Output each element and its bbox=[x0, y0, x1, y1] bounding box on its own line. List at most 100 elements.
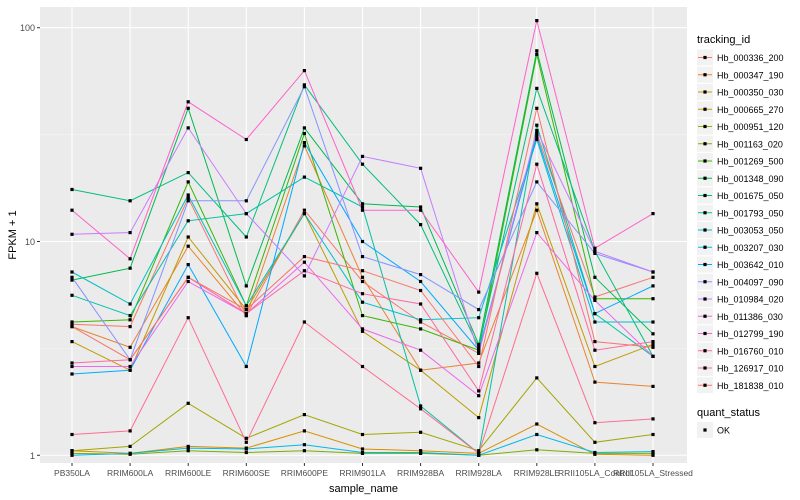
y-axis: 1 10 100 bbox=[20, 23, 40, 461]
point-14-0 bbox=[70, 232, 74, 236]
point-18-9 bbox=[593, 421, 597, 425]
point-3-2 bbox=[186, 235, 190, 239]
point-14-1 bbox=[128, 231, 132, 235]
point-15-8 bbox=[535, 231, 539, 235]
point-1-8 bbox=[535, 208, 539, 212]
x-axis-title: sample_name bbox=[329, 483, 398, 495]
point-1-2 bbox=[186, 244, 190, 248]
point-6-4 bbox=[302, 131, 306, 136]
point-9-6 bbox=[419, 404, 423, 408]
legend-key-point-4 bbox=[703, 124, 707, 129]
x-tick-label-5: RRIM901LA bbox=[339, 468, 386, 478]
point-13-8 bbox=[535, 180, 539, 184]
point-11-8 bbox=[535, 432, 539, 437]
legend2-title: quant_status bbox=[697, 407, 760, 419]
point-13-2 bbox=[186, 199, 190, 203]
point-10-1 bbox=[128, 302, 132, 306]
point-19-9 bbox=[593, 340, 597, 344]
point-18-1 bbox=[128, 429, 132, 433]
point-18-4 bbox=[302, 320, 306, 324]
point-8-3 bbox=[244, 235, 248, 239]
point-14-5 bbox=[360, 154, 365, 158]
point-18-3 bbox=[244, 440, 248, 444]
legend-key-point-11 bbox=[703, 245, 707, 249]
legend2-label-0: OK bbox=[717, 426, 730, 436]
point-12-6 bbox=[419, 279, 423, 284]
legend-key-point-13 bbox=[703, 280, 707, 284]
point-10-3 bbox=[244, 304, 248, 308]
point-9-1 bbox=[128, 314, 132, 318]
point-3-10 bbox=[651, 342, 655, 346]
legend-key-point-14 bbox=[703, 297, 707, 301]
point-16-4 bbox=[302, 69, 306, 73]
point-13-3 bbox=[244, 199, 248, 203]
point-1-10 bbox=[651, 384, 655, 388]
point-10-4 bbox=[302, 212, 306, 216]
point-4-3 bbox=[244, 436, 248, 440]
legend-title: tracking_id bbox=[697, 34, 750, 46]
legend-key-point-19 bbox=[703, 383, 707, 387]
legend-key-point-5 bbox=[703, 142, 707, 146]
point-12-3 bbox=[244, 364, 248, 369]
legend-label-9: Hb_001793_050 bbox=[717, 208, 784, 218]
point-17-7 bbox=[477, 389, 481, 393]
legend-label-15: Hb_011386_030 bbox=[717, 312, 783, 322]
legend-key-point-0 bbox=[703, 55, 707, 60]
point-9-5 bbox=[360, 205, 365, 209]
x-tick-label-6: RRIM928BA bbox=[397, 468, 445, 478]
point-13-0 bbox=[70, 275, 74, 279]
y-axis-title: FPKM + 1 bbox=[7, 210, 19, 259]
legend-label-8: Hb_001675_050 bbox=[717, 191, 784, 201]
point-2-2 bbox=[186, 444, 190, 448]
point-15-6 bbox=[419, 348, 423, 352]
point-13-9 bbox=[593, 251, 597, 255]
point-14-4 bbox=[302, 274, 306, 278]
x-tick-label-10: RRII105LA_Stressed bbox=[613, 468, 693, 478]
point-12-8 bbox=[535, 134, 539, 138]
point-12-0 bbox=[70, 372, 74, 376]
point-8-8 bbox=[535, 86, 539, 90]
point-18-10 bbox=[651, 417, 655, 421]
point-0-4 bbox=[302, 208, 306, 212]
legend2-items: OK bbox=[697, 422, 730, 438]
point-17-0 bbox=[70, 361, 74, 365]
point-0-0 bbox=[70, 322, 74, 326]
legend-label-4: Hb_000951_120 bbox=[717, 122, 784, 132]
point-3-0 bbox=[70, 340, 74, 344]
point-4-4 bbox=[302, 413, 306, 417]
point-14-3 bbox=[244, 212, 248, 216]
point-19-10 bbox=[651, 345, 655, 349]
point-18-0 bbox=[70, 432, 74, 437]
point-15-0 bbox=[70, 364, 74, 369]
point-16-2 bbox=[186, 100, 190, 104]
point-10-8 bbox=[535, 137, 539, 142]
legend-key-point-16 bbox=[703, 331, 707, 336]
point-1-4 bbox=[302, 144, 306, 148]
legend-label-12: Hb_003642_010 bbox=[717, 260, 784, 270]
point-11-5 bbox=[360, 450, 365, 455]
point-12-10 bbox=[651, 284, 655, 288]
point-11-6 bbox=[419, 450, 423, 455]
point-18-6 bbox=[419, 407, 423, 411]
point-2-5 bbox=[360, 447, 365, 451]
plot-panel bbox=[40, 7, 687, 463]
point-17-10 bbox=[651, 340, 655, 344]
legend-label-18: Hb_126917_010 bbox=[717, 364, 784, 374]
point-5-4 bbox=[302, 449, 306, 453]
x-tick-label-3: RRIM600SE bbox=[223, 468, 271, 478]
point-13-4 bbox=[302, 85, 306, 89]
point-11-2 bbox=[186, 446, 190, 450]
point-15-9 bbox=[593, 298, 597, 302]
point-5-3 bbox=[244, 450, 248, 455]
point-1-7 bbox=[477, 361, 481, 365]
legend-label-16: Hb_012799_190 bbox=[717, 329, 784, 339]
point-16-3 bbox=[244, 137, 248, 142]
point-10-5 bbox=[360, 300, 365, 304]
legend-key-point-7 bbox=[703, 176, 707, 180]
point-5-2 bbox=[186, 449, 190, 453]
legend-key-point-6 bbox=[703, 159, 707, 163]
point-8-7 bbox=[477, 345, 481, 349]
point-2-6 bbox=[419, 449, 423, 453]
point-15-2 bbox=[186, 279, 190, 284]
point-6-9 bbox=[593, 297, 597, 301]
